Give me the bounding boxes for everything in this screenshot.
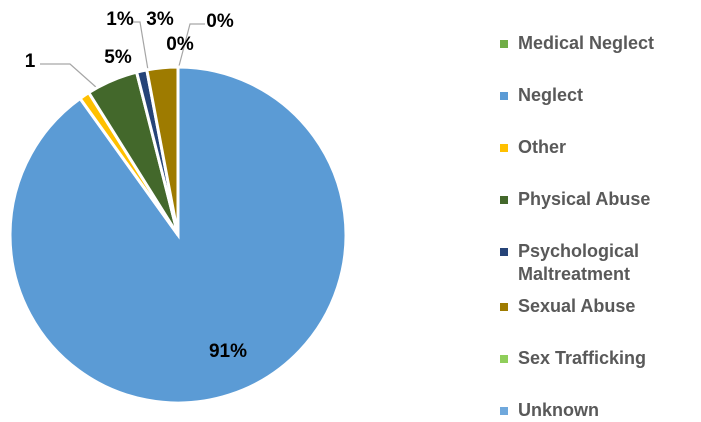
pie-slice [8,65,348,405]
legend-item: Physical Abuse [500,188,700,211]
leader-line [40,63,98,89]
legend-swatch [500,407,508,415]
legend-swatch [500,40,508,48]
leader-line [132,21,149,71]
legend-swatch [500,144,508,152]
legend-item: Psychological Maltreatment [500,240,700,286]
data-label: 0% [206,11,234,32]
legend-item: Other [500,136,700,159]
legend-label: Sex Trafficking [518,348,647,368]
legend-label: Physical Abuse [518,189,651,209]
legend-item: Sexual Abuse [500,295,700,318]
legend-label: Neglect [518,85,584,105]
legend-item: Neglect [500,84,700,107]
data-label: 3% [146,9,174,30]
data-label: 1% [106,9,134,30]
data-label: 1 [25,51,36,72]
leader-line [178,23,205,67]
legend-item: Sex Trafficking [500,347,700,370]
legend-label: Medical Neglect [518,33,655,53]
legend-swatch [500,355,508,363]
legend-label: Unknown [518,400,599,420]
legend-label: Sexual Abuse [518,296,636,316]
legend-swatch [500,92,508,100]
legend-swatch [500,248,508,256]
legend-swatch [500,303,508,311]
data-label: 5% [104,47,132,68]
data-label: 91% [209,341,247,362]
pie-slice [145,65,180,236]
legend-item: Unknown [500,399,700,422]
legend-swatch [500,196,508,204]
legend-item: Medical Neglect [500,32,700,55]
legend-label: Psychological Maltreatment [518,241,640,284]
legend-label: Other [518,137,567,157]
data-label: 0% [166,34,194,55]
